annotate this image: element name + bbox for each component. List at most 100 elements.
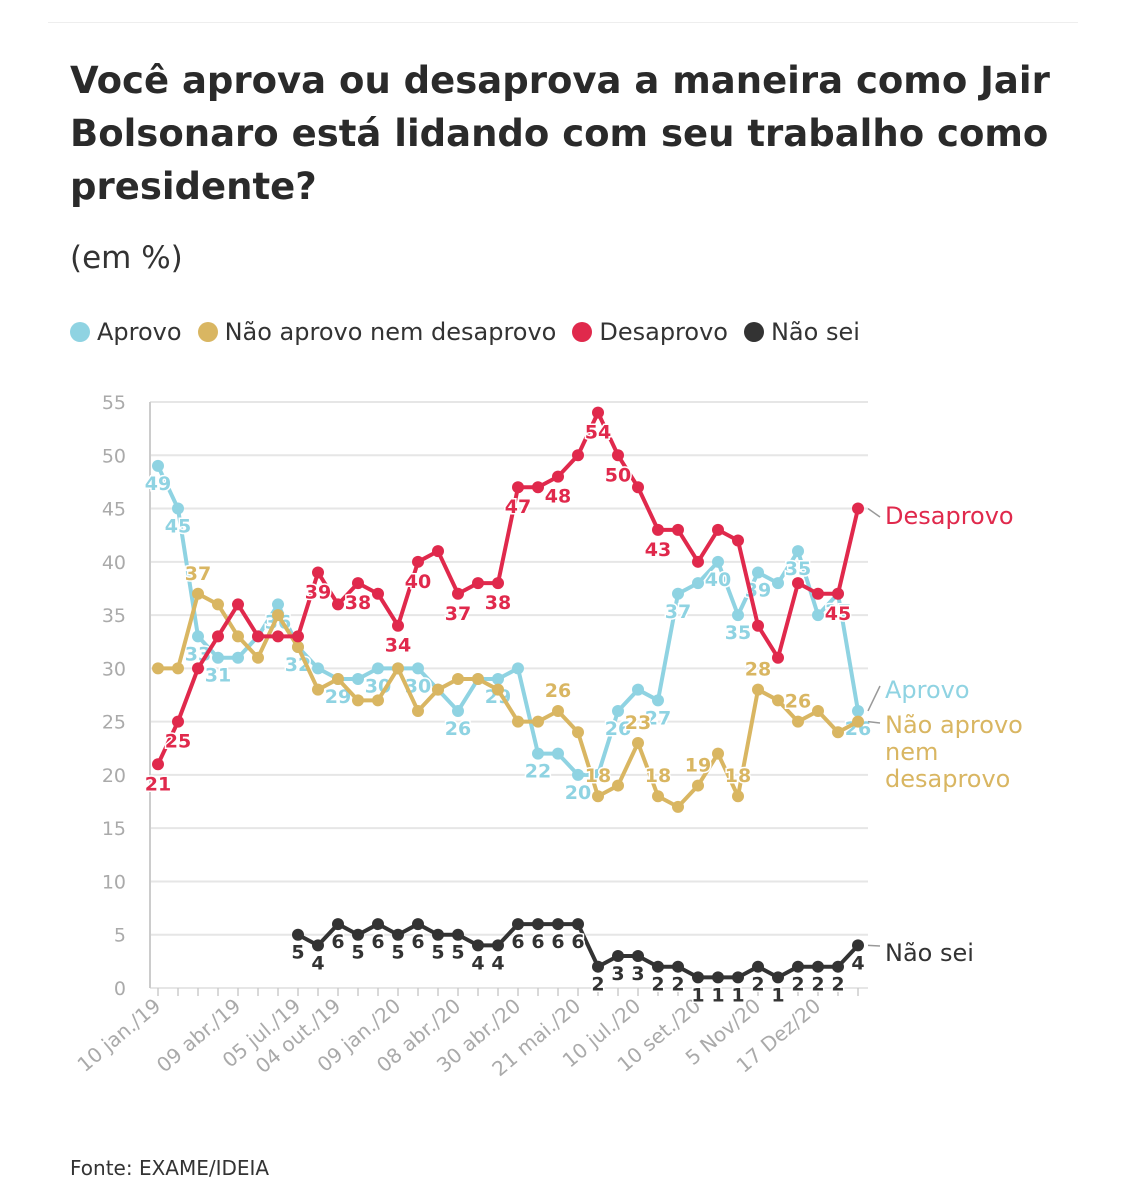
data-point-neutro [792,715,804,728]
data-label-desaprovo: 43 [645,539,671,561]
data-label-naosei: 4 [311,952,324,974]
data-point-naosei [612,950,624,963]
data-point-neutro [232,630,244,643]
end-label-leader [867,944,881,947]
data-point-naosei [492,939,504,952]
series-line-aprovo [156,463,860,777]
data-point-naosei [292,928,304,941]
data-label-aprovo: 40 [705,569,731,591]
data-point-desaprovo [832,587,844,600]
data-label-desaprovo: 37 [445,603,471,625]
data-point-aprovo [732,609,744,622]
data-point-desaprovo [272,630,284,643]
data-label-desaprovo: 34 [385,635,411,657]
data-label-desaprovo: 38 [345,592,371,614]
source-note: Fonte: EXAME/IDEIA [70,1156,270,1180]
data-point-neutro [312,683,324,696]
legend-swatch-neutro [197,322,218,342]
data-point-aprovo [372,662,384,675]
data-point-neutro [152,662,164,675]
y-tick-label: 5 [114,925,126,947]
data-point-naosei [792,960,804,973]
y-tick-label: 0 [114,978,126,1000]
end-label-neutro: Não aprovo nem desaprovo [885,711,1023,793]
data-label-neutro: 18 [725,765,751,787]
end-label-leader [867,507,881,518]
data-label-naosei: 1 [711,984,724,1006]
data-point-naosei [752,960,764,973]
data-label-aprovo: 49 [145,473,171,495]
y-tick-label: 45 [102,499,126,521]
legend-item-aprovo: Aprovo [70,318,182,346]
data-label-desaprovo: 47 [505,496,531,518]
data-point-desaprovo [292,630,304,643]
data-point-naosei [432,928,444,941]
y-tick-label: 25 [102,712,126,734]
data-label-naosei: 5 [451,942,464,964]
data-point-aprovo [632,683,644,696]
end-label-aprovo: Aprovo [885,676,970,704]
y-tick-label: 20 [102,765,126,787]
data-point-aprovo [172,502,184,515]
data-point-naosei [652,960,664,973]
data-point-neutro [592,790,604,803]
data-label-neutro: 19 [685,755,711,777]
data-label-desaprovo: 38 [485,592,511,614]
data-label-naosei: 2 [671,974,684,996]
data-label-naosei: 1 [691,984,704,1006]
data-point-naosei [532,918,544,931]
data-point-neutro [172,662,184,675]
y-tick-label: 50 [102,445,126,467]
data-point-desaprovo [692,555,704,568]
data-point-desaprovo [212,630,224,643]
legend-label-aprovo: Aprovo [97,318,182,346]
data-point-desaprovo [472,577,484,590]
y-tick-label: 10 [102,871,126,893]
legend-item-desaprovo: Desaprovo [572,318,728,346]
data-point-neutro [672,800,684,813]
data-label-neutro: 18 [585,765,611,787]
chart-title: Você aprova ou desaprova a maneira como … [70,59,1050,208]
data-label-neutro: 26 [785,691,811,713]
data-label-naosei: 5 [391,942,404,964]
data-label-naosei: 6 [571,931,584,953]
data-label-naosei: 2 [591,974,604,996]
data-point-desaprovo [772,651,784,664]
data-label-naosei: 6 [371,931,384,953]
data-label-naosei: 1 [731,984,744,1006]
data-point-aprovo [272,598,284,611]
end-label-leader [867,720,881,724]
data-label-aprovo: 26 [445,718,471,740]
data-point-naosei [372,918,384,931]
data-point-desaprovo [792,577,804,590]
data-point-naosei [592,960,604,973]
data-label-desaprovo: 25 [165,731,191,753]
legend-label-naosei: Não sei [770,318,860,346]
data-point-aprovo [312,662,324,675]
data-label-naosei: 6 [551,931,564,953]
end-label-desaprovo: Desaprovo [885,502,1014,530]
legend-label-neutro: Não aprovo nem desaprovo [224,318,557,346]
data-point-neutro [512,715,524,728]
data-label-naosei: 6 [531,931,544,953]
data-label-desaprovo: 39 [305,581,331,603]
data-point-aprovo [552,747,564,760]
data-point-desaprovo [592,406,604,419]
data-label-aprovo: 20 [565,782,591,804]
data-label-desaprovo: 54 [585,422,611,444]
data-label-neutro: 23 [625,712,651,734]
data-point-naosei [732,971,744,984]
data-label-desaprovo: 45 [825,603,851,625]
data-label-naosei: 4 [851,952,864,974]
data-point-desaprovo [432,545,444,558]
end-label-leader [867,685,881,712]
data-point-neutro [812,704,824,717]
data-point-naosei [712,971,724,984]
data-label-aprovo: 35 [725,622,751,644]
data-point-neutro [732,790,744,803]
data-label-desaprovo: 50 [605,464,631,486]
data-point-desaprovo [172,715,184,728]
data-point-desaprovo [312,566,324,579]
data-point-naosei [672,960,684,973]
